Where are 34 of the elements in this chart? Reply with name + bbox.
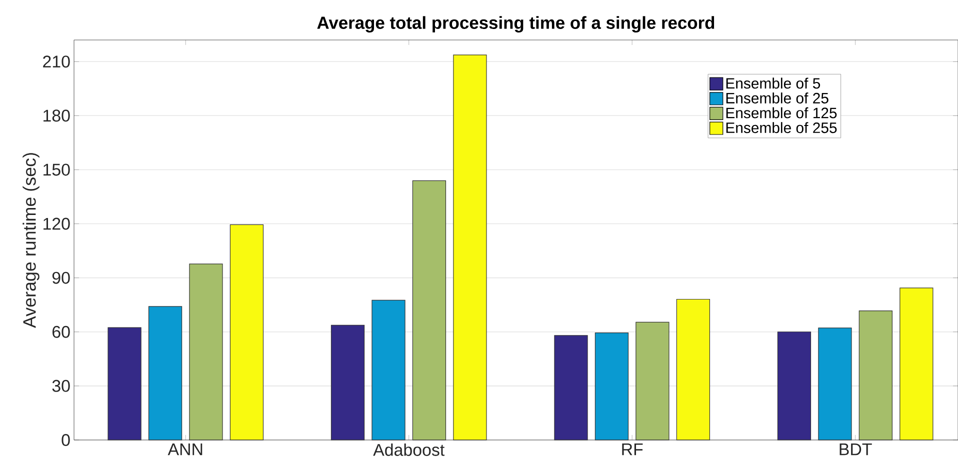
chart-title: Average total processing time of a single record (317, 16, 714, 32)
y-tick-label: 150 (44, 164, 70, 176)
y-tick-label: 90 (52, 272, 70, 284)
x-tick-label: ANN (168, 444, 202, 456)
legend-label: Ensemble of 5 (726, 78, 820, 89)
y-tick-label: 30 (52, 380, 70, 392)
y-axis-title: Average runtime (sec) (22, 153, 40, 328)
bar (330, 324, 365, 440)
bar (453, 54, 487, 440)
bar (108, 327, 142, 440)
legend-label: Ensemble of 25 (726, 92, 828, 104)
bar (818, 328, 852, 440)
legend-label: Ensemble of 255 (726, 122, 837, 134)
y-tick-label: 120 (44, 218, 70, 230)
bar (858, 310, 892, 440)
legend-label: Ensemble of 125 (726, 107, 837, 118)
y-tick-label: 180 (44, 110, 70, 122)
bar (372, 300, 406, 440)
bar (189, 264, 223, 440)
bar (412, 180, 446, 440)
y-tick-label: 210 (43, 56, 70, 68)
bar (676, 298, 710, 440)
bar (148, 306, 182, 440)
bar (777, 332, 812, 440)
bar (900, 288, 934, 440)
y-tick-label: 60 (52, 326, 70, 338)
x-tick-label: RF (622, 444, 643, 456)
x-tick-label: BDT (840, 444, 872, 456)
x-tick-label: Adaboost (373, 444, 444, 456)
bar (636, 322, 670, 440)
bar (230, 224, 264, 440)
bar (594, 332, 629, 440)
bar (554, 335, 588, 440)
y-tick-label: 0 (62, 434, 70, 446)
